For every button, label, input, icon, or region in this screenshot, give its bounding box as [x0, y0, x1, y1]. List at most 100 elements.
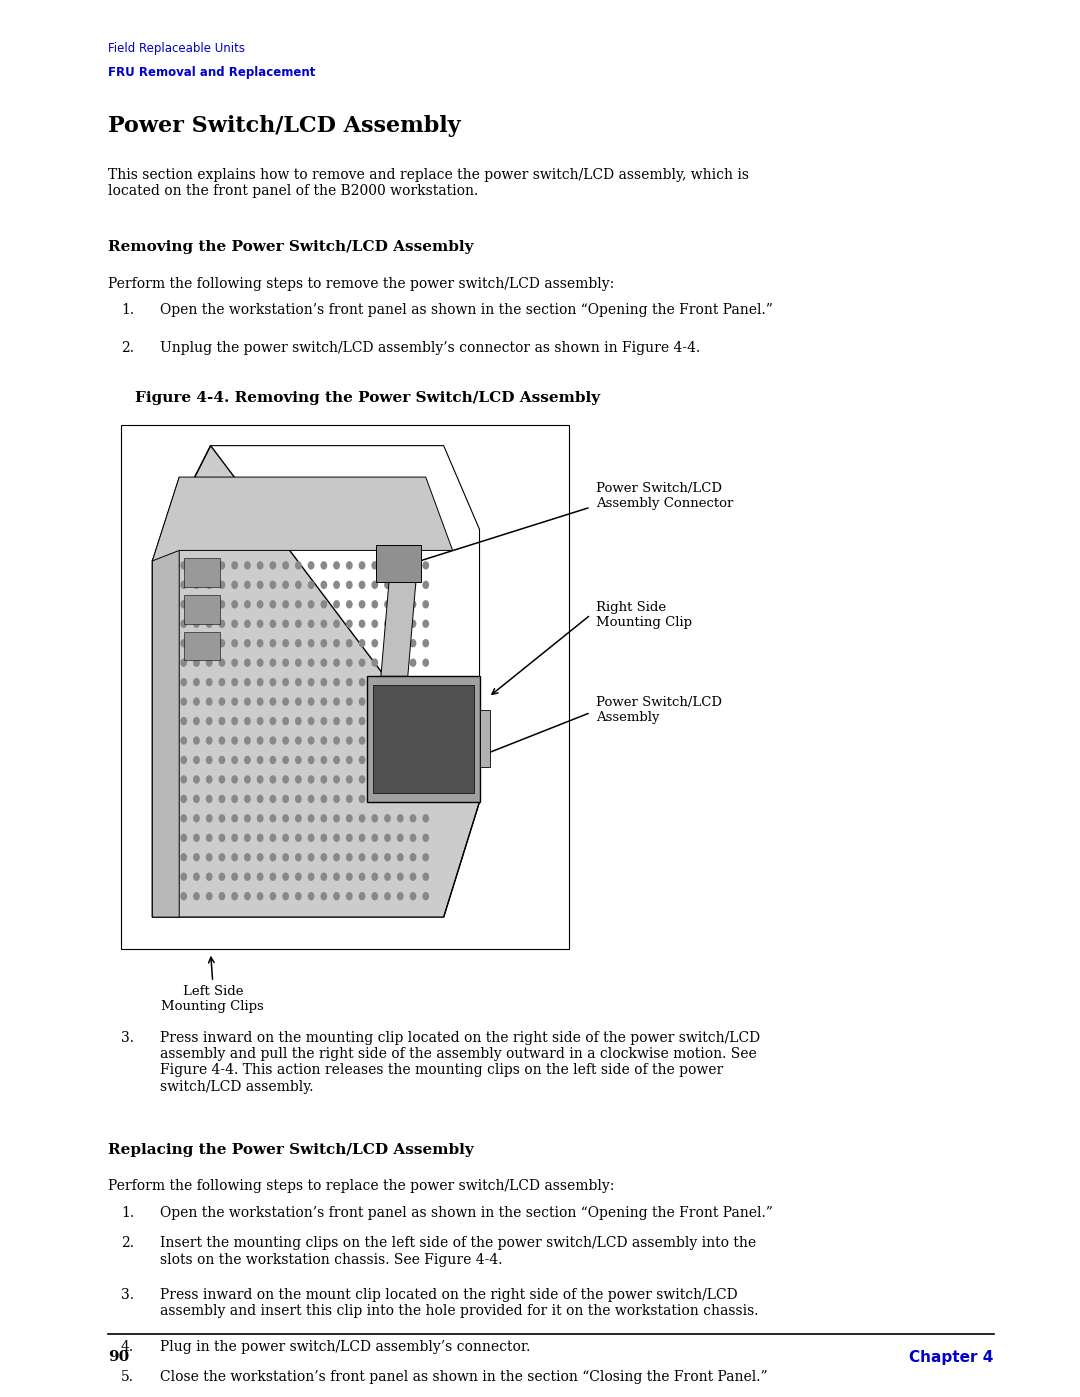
Circle shape — [373, 893, 378, 900]
Circle shape — [410, 601, 416, 608]
Circle shape — [283, 659, 288, 666]
Circle shape — [397, 542, 403, 549]
Circle shape — [270, 873, 275, 880]
Circle shape — [193, 893, 199, 900]
Circle shape — [347, 581, 352, 588]
Circle shape — [245, 854, 251, 861]
Circle shape — [245, 718, 251, 725]
Circle shape — [206, 522, 212, 529]
Circle shape — [321, 757, 326, 763]
Circle shape — [309, 485, 314, 492]
Circle shape — [257, 485, 262, 492]
Circle shape — [423, 738, 429, 745]
Text: 3.: 3. — [121, 1031, 134, 1045]
Circle shape — [283, 718, 288, 725]
Text: 2.: 2. — [121, 1236, 134, 1250]
Circle shape — [283, 795, 288, 802]
Circle shape — [245, 757, 251, 763]
Circle shape — [257, 893, 262, 900]
Circle shape — [245, 873, 251, 880]
Circle shape — [270, 601, 275, 608]
Text: This section explains how to remove and replace the power switch/LCD assembly, w: This section explains how to remove and … — [108, 168, 750, 198]
Circle shape — [360, 640, 365, 647]
Circle shape — [232, 775, 238, 782]
Circle shape — [232, 679, 238, 686]
Circle shape — [397, 873, 403, 880]
Circle shape — [206, 503, 212, 510]
Circle shape — [423, 854, 429, 861]
Circle shape — [384, 503, 390, 510]
Circle shape — [181, 542, 187, 549]
Circle shape — [423, 679, 429, 686]
Circle shape — [397, 814, 403, 821]
Circle shape — [193, 775, 199, 782]
Circle shape — [181, 814, 187, 821]
Circle shape — [283, 834, 288, 841]
Circle shape — [360, 601, 365, 608]
Circle shape — [206, 834, 212, 841]
Circle shape — [321, 814, 326, 821]
Circle shape — [321, 738, 326, 745]
Circle shape — [257, 581, 262, 588]
Polygon shape — [381, 571, 417, 676]
Circle shape — [193, 485, 199, 492]
Circle shape — [321, 562, 326, 569]
Circle shape — [347, 873, 352, 880]
Circle shape — [232, 814, 238, 821]
Circle shape — [423, 640, 429, 647]
Text: Press inward on the mount clip located on the right side of the power switch/LCD: Press inward on the mount clip located o… — [160, 1288, 758, 1319]
Circle shape — [232, 698, 238, 705]
Circle shape — [410, 679, 416, 686]
Circle shape — [347, 814, 352, 821]
Circle shape — [270, 775, 275, 782]
Circle shape — [257, 659, 262, 666]
Circle shape — [360, 814, 365, 821]
Circle shape — [410, 873, 416, 880]
Circle shape — [309, 775, 314, 782]
Circle shape — [423, 485, 429, 492]
Circle shape — [283, 698, 288, 705]
Circle shape — [206, 893, 212, 900]
Text: FRU Removal and Replacement: FRU Removal and Replacement — [108, 66, 315, 78]
Circle shape — [384, 795, 390, 802]
Circle shape — [232, 738, 238, 745]
Circle shape — [193, 522, 199, 529]
Circle shape — [384, 485, 390, 492]
Circle shape — [193, 873, 199, 880]
Circle shape — [309, 679, 314, 686]
Circle shape — [193, 738, 199, 745]
Circle shape — [384, 542, 390, 549]
Circle shape — [397, 854, 403, 861]
Text: 90: 90 — [108, 1350, 130, 1363]
Circle shape — [347, 659, 352, 666]
Circle shape — [384, 581, 390, 588]
Circle shape — [309, 562, 314, 569]
Circle shape — [232, 757, 238, 763]
Bar — [184, 631, 219, 661]
Circle shape — [245, 640, 251, 647]
Circle shape — [296, 834, 301, 841]
Circle shape — [257, 738, 262, 745]
Circle shape — [309, 873, 314, 880]
Bar — [184, 595, 219, 624]
Circle shape — [347, 854, 352, 861]
Circle shape — [309, 620, 314, 627]
Circle shape — [245, 679, 251, 686]
Circle shape — [193, 601, 199, 608]
Circle shape — [410, 503, 416, 510]
Circle shape — [373, 873, 378, 880]
Circle shape — [397, 640, 403, 647]
Circle shape — [296, 893, 301, 900]
Circle shape — [309, 503, 314, 510]
Circle shape — [206, 620, 212, 627]
Circle shape — [360, 698, 365, 705]
Circle shape — [373, 814, 378, 821]
Circle shape — [347, 620, 352, 627]
Circle shape — [321, 795, 326, 802]
Circle shape — [397, 738, 403, 745]
Circle shape — [321, 834, 326, 841]
Circle shape — [334, 659, 339, 666]
Circle shape — [360, 659, 365, 666]
Circle shape — [219, 834, 225, 841]
Text: 1.: 1. — [121, 1206, 134, 1220]
